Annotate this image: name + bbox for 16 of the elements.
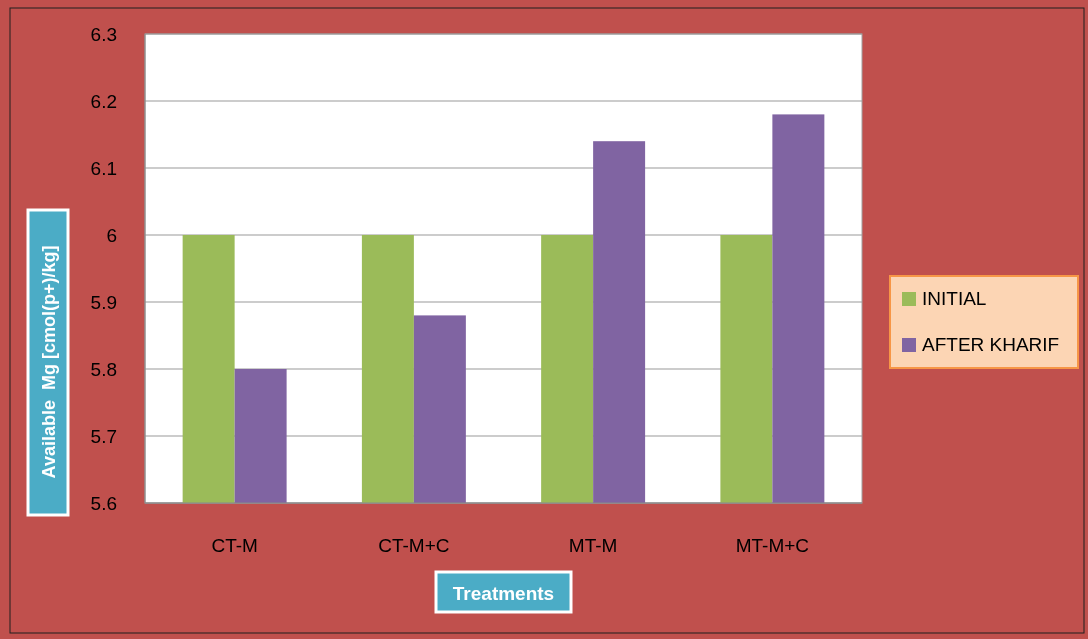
x-tick-label: CT-M+C [378,535,450,556]
x-tick-label: CT-M [211,535,258,556]
y-tick-label: 5.8 [90,358,117,380]
y-tick-label: 5.9 [90,291,117,313]
x-tick-label: MT-M [568,535,618,556]
x-axis-title: Treatments [452,583,555,604]
legend-label: INITIAL [922,288,987,309]
y-tick-label: 5.7 [90,425,117,447]
y-tick-label: 6.1 [90,157,117,179]
y-tick-label: 6 [106,224,117,246]
legend-label: AFTER KHARIF [922,334,1060,355]
y-tick-label: 6.2 [90,90,117,112]
y-tick-label: 5.6 [90,492,117,514]
y-tick-label: 6.3 [90,23,117,45]
y-axis-title: Available Mg [cmol(p+)/kg] [39,245,59,479]
x-tick-label: MT-M+C [735,535,810,556]
